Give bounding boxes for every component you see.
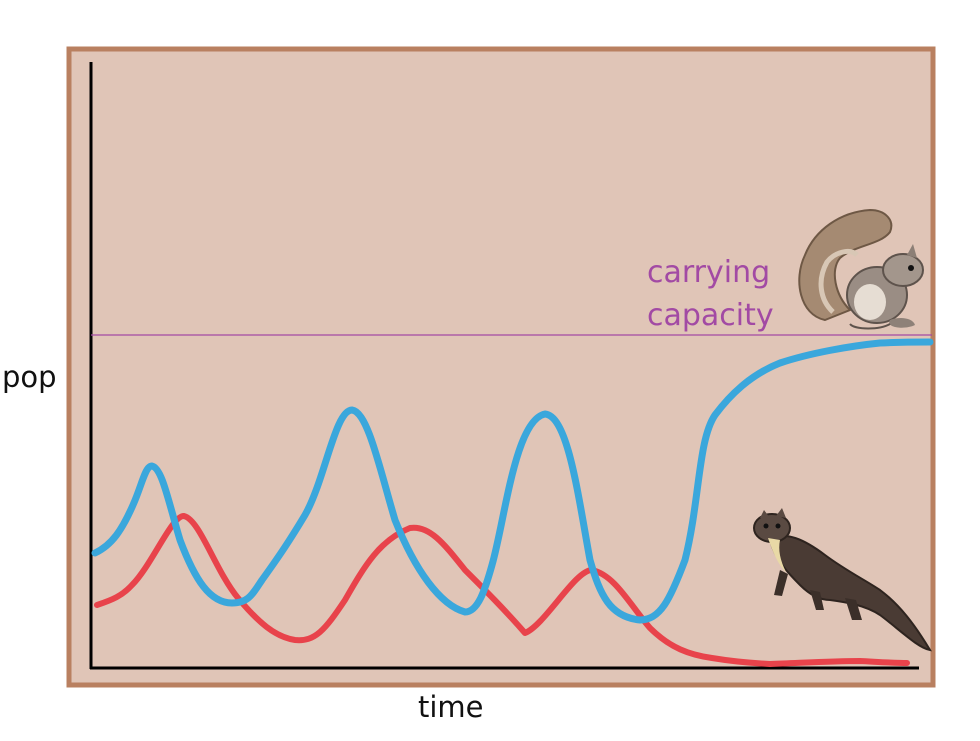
carrying-capacity-label-line1: carrying: [647, 255, 770, 290]
prey-series-line: [91, 338, 934, 624]
x-axis-label: time: [418, 690, 484, 724]
carrying-capacity-label-line2: capacity: [647, 298, 774, 333]
y-axis-label: pop: [2, 360, 57, 394]
plot-frame: [66, 46, 936, 688]
marten-icon: [753, 508, 932, 652]
predator-series-line: [94, 513, 910, 667]
squirrel-icon: [798, 208, 924, 330]
